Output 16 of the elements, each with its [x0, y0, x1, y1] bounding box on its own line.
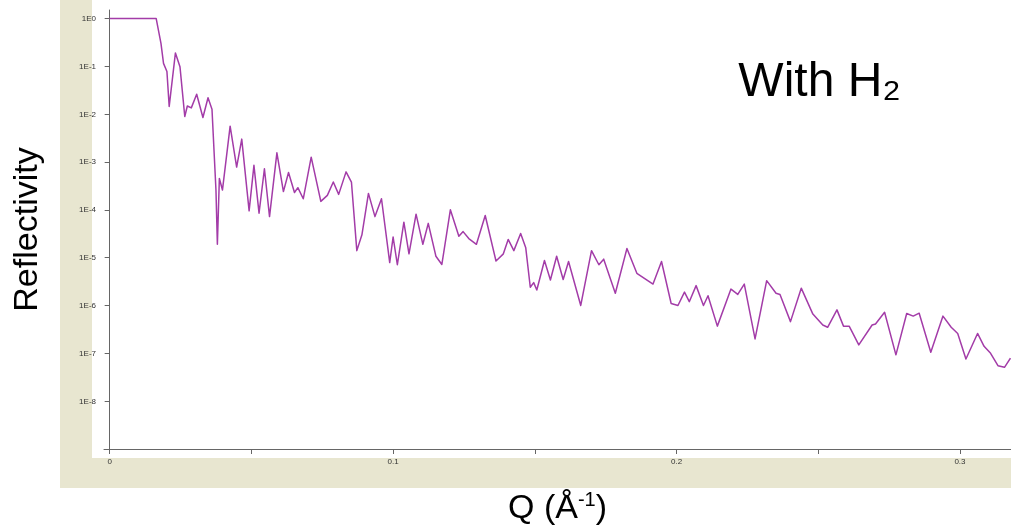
y-tick-label: 1E-8	[79, 396, 97, 406]
y-tick-label: 1E-4	[79, 205, 97, 215]
y-tick-label: 1E-1	[79, 61, 97, 71]
y-tick-label: 1E-5	[79, 253, 97, 263]
line-series	[108, 17, 1011, 369]
y-tick-label: 1E-3	[79, 157, 97, 167]
y-tick-label: 1E-7	[79, 348, 97, 358]
x-tick-label: 0	[107, 456, 113, 466]
x-tick-label: 0.2	[670, 456, 683, 466]
y-tick-label: 1E0	[81, 13, 97, 23]
annotation: With H₂	[738, 52, 902, 106]
y-tick-label: 1E-2	[79, 109, 97, 119]
y-axis-title: Reflectivity	[6, 147, 44, 312]
x-tick-label: 0.3	[954, 456, 967, 466]
x-tick-label: 0.1	[387, 456, 400, 466]
y-tick-label: 1E-6	[79, 300, 97, 310]
